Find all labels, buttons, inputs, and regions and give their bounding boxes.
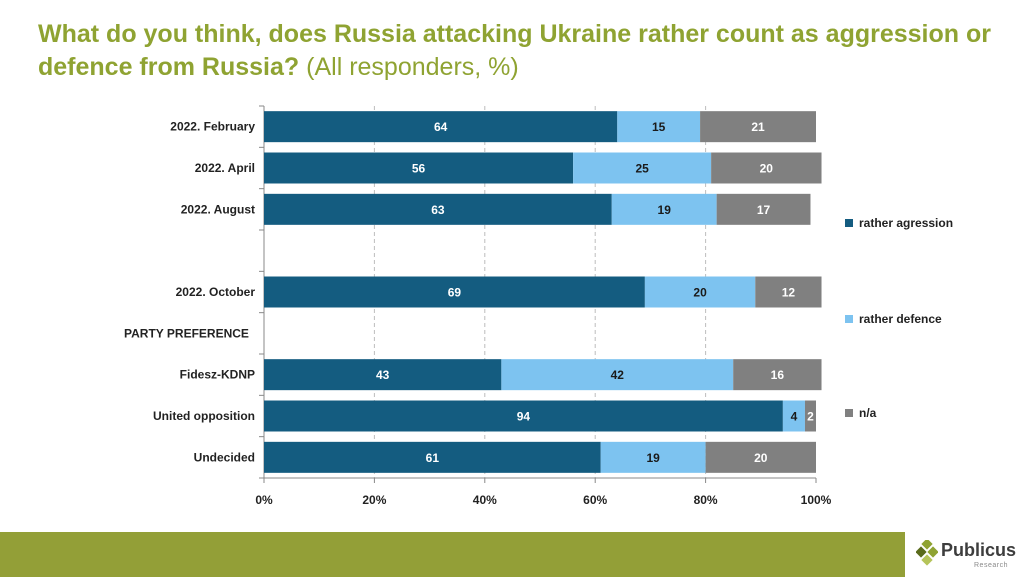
logo-mark-icon: [916, 540, 938, 566]
bar-segment: [264, 441, 601, 473]
x-tick-label: 60%: [583, 493, 607, 507]
category-label: Fidesz-KDNP: [180, 368, 255, 382]
bar-segment: [644, 276, 756, 308]
data-label: 56: [412, 162, 426, 176]
category-label: 2022. August: [181, 202, 255, 216]
data-label: 61: [426, 451, 440, 465]
data-label: 63: [431, 203, 445, 217]
data-label: 20: [760, 162, 774, 176]
data-label: 20: [754, 451, 768, 465]
bar-segment: [501, 359, 734, 391]
logo-subtext: Research: [974, 562, 1008, 569]
legend-swatch: [845, 315, 853, 323]
x-tick-label: 80%: [694, 493, 718, 507]
category-label: 2022. February: [170, 120, 255, 134]
bar-segment: [264, 276, 645, 308]
stacked-bar-chart: 0% 20% 40% 60% 80% 100% 2022. February 2022. Ap…: [124, 105, 953, 507]
data-label: 12: [782, 286, 796, 300]
category-label: PARTY PREFERENCE: [124, 326, 249, 340]
chart-title: What do you think, does Russia attacking…: [38, 18, 1008, 84]
data-label: 20: [693, 286, 707, 300]
bar-segment: [573, 152, 712, 184]
data-label: 17: [757, 203, 771, 217]
bar-segment: [600, 441, 706, 473]
data-label: 19: [646, 451, 660, 465]
bar-segment: [611, 193, 717, 225]
x-tick-label: 100%: [801, 493, 832, 507]
chart-title-main: What do you think, does Russia attacking…: [38, 20, 991, 81]
x-tick-label: 0%: [255, 493, 273, 507]
logo-text: Publicus: [941, 540, 1017, 560]
legend-label: rather agression: [859, 216, 953, 230]
bar-segment: [700, 111, 816, 143]
bar-segment: [711, 152, 822, 184]
bar-segment: [264, 111, 618, 143]
x-tick-label: 40%: [473, 493, 497, 507]
category-label: Undecided: [194, 450, 255, 464]
category-label: 2022. April: [195, 161, 255, 175]
bar-segment: [755, 276, 822, 308]
legend-label: rather defence: [859, 312, 942, 326]
data-label: 15: [652, 120, 666, 134]
data-label: 2: [807, 410, 814, 424]
data-label: 4: [791, 410, 798, 424]
data-label: 64: [434, 120, 448, 134]
bar-segment: [716, 193, 811, 225]
bar-segment: [705, 441, 816, 473]
data-label: 42: [611, 368, 625, 382]
data-label: 94: [517, 410, 531, 424]
category-label: United opposition: [153, 409, 255, 423]
bar-segment: [804, 400, 816, 432]
data-label: 16: [771, 368, 785, 382]
publicus-logo: Publicus Research: [916, 536, 1024, 577]
chart-subtitle: (All responders, %): [306, 53, 519, 81]
data-label: 43: [376, 368, 390, 382]
bar-segment: [264, 359, 502, 391]
legend-label: n/a: [859, 406, 877, 420]
data-label: 69: [448, 286, 462, 300]
legend-swatch: [845, 219, 853, 227]
bar-segment: [264, 193, 612, 225]
bar-segment: [733, 359, 822, 391]
bar-segment: [264, 152, 574, 184]
data-label: 21: [751, 120, 765, 134]
category-label: 2022. October: [176, 285, 256, 299]
footer-bar: [0, 532, 905, 577]
bar-segment: [782, 400, 805, 432]
bar-segment: [617, 111, 701, 143]
legend-swatch: [845, 409, 853, 417]
data-label: 19: [658, 203, 672, 217]
x-tick-label: 20%: [362, 493, 386, 507]
data-label: 25: [635, 162, 649, 176]
bar-segment: [264, 400, 783, 432]
